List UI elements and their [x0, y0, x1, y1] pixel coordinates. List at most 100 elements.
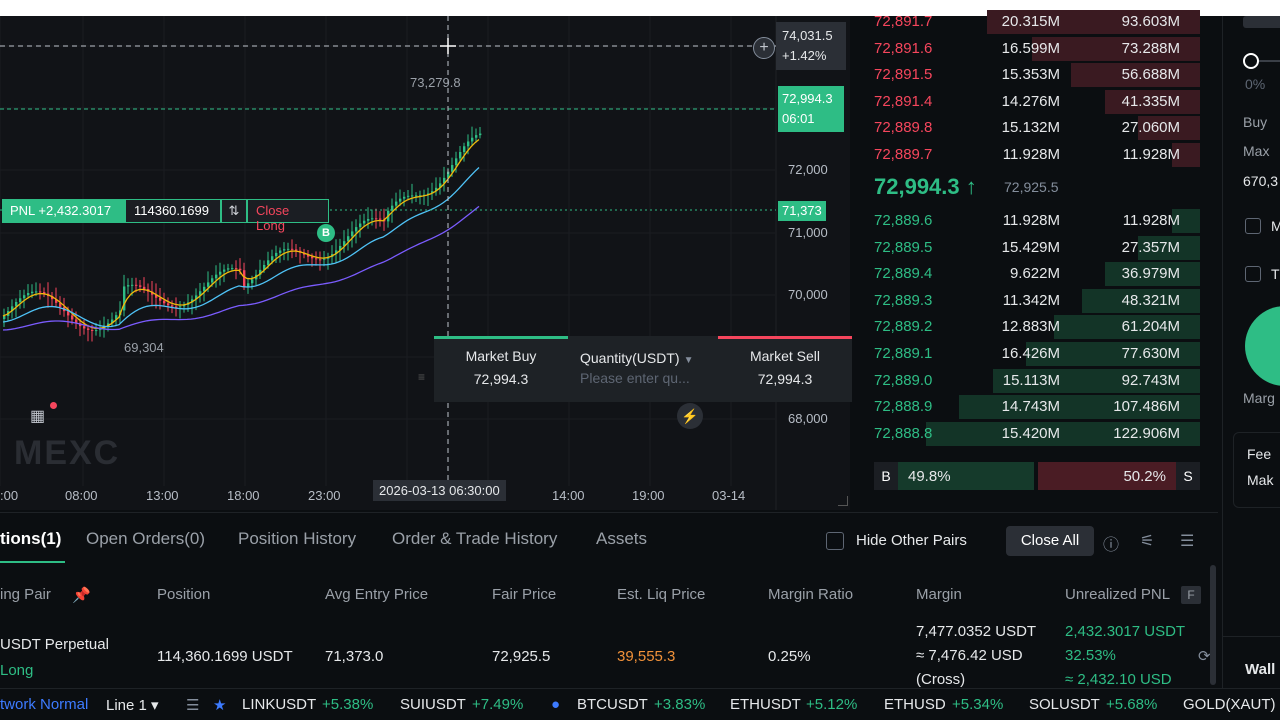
candle-body [315, 258, 318, 260]
bid-total: 36.979M [1121, 265, 1180, 283]
candle-body [183, 304, 186, 307]
reverse-arrows-icon[interactable]: ⇅ [221, 199, 247, 223]
drag-handle-icon[interactable]: ≡ [418, 370, 426, 384]
bid-row[interactable]: 72,888.8 15.420M 122.906M [852, 421, 1200, 447]
tab-assets[interactable]: Assets [596, 529, 648, 548]
open-long-button[interactable] [1245, 306, 1280, 386]
star-icon[interactable]: ★ [213, 697, 227, 714]
checkbox[interactable] [1245, 266, 1261, 282]
price-tick: 71,000 [788, 225, 828, 240]
candle-body [307, 254, 310, 257]
quantity-input[interactable] [580, 370, 708, 386]
ask-row[interactable]: 72,891.6 16.599M 73.288M [852, 36, 1200, 62]
hide-other-pairs-label[interactable]: Hide Other Pairs [856, 532, 967, 549]
ticker-symbol[interactable]: SOLUSDT [1029, 696, 1100, 713]
positions-panel: tions(1) Open Orders(0) Position History… [0, 512, 1218, 688]
candlestick-plot[interactable] [0, 16, 850, 510]
market-buy-button[interactable]: Market Buy 72,994.3 [434, 336, 568, 402]
network-status[interactable]: twork Normal [0, 696, 89, 713]
price-tick: 68,000 [788, 411, 828, 426]
close-all-button[interactable]: Close All [1006, 526, 1094, 556]
scrollbar[interactable] [1210, 565, 1216, 685]
candle-body [215, 274, 218, 279]
tab-order-trade-history[interactable]: Order & Trade History [392, 529, 558, 548]
order-book-fair-price: 72,925.5 [1004, 179, 1059, 195]
last-price: 72,994.3 [782, 91, 833, 106]
candle-body [3, 316, 6, 319]
ticker-symbol[interactable]: LINKUSDT [242, 696, 317, 713]
ask-depth-bar [1104, 89, 1200, 114]
menu-icon[interactable]: ☰ [1180, 533, 1195, 550]
add-order-icon[interactable]: + [753, 37, 775, 59]
pair-name[interactable]: USDT Perpetual [0, 636, 109, 653]
info-icon[interactable]: ⓘ [1103, 537, 1120, 554]
avg-entry-price: 71,373.0 [325, 648, 384, 665]
time-tick: 18:00 [227, 488, 260, 503]
bid-row[interactable]: 72,889.3 11.342M 48.321M [852, 288, 1200, 314]
ask-row[interactable]: 72,891.4 14.276M 41.335M [852, 89, 1200, 115]
pnl-usd: ≈ 2,432.10 USD [1065, 671, 1172, 688]
ask-amount: 16.599M [1001, 39, 1060, 57]
checkbox[interactable] [1245, 218, 1261, 234]
close-long-button[interactable]: Close Long [247, 199, 329, 233]
ticker-symbol[interactable]: ETHUSD [884, 696, 946, 713]
candle-body [351, 231, 354, 237]
margin-mode[interactable]: (Cross) [916, 671, 966, 688]
candle-body [415, 195, 418, 197]
order-book-last-price[interactable]: 72,994.3 ↑ [874, 174, 977, 199]
candle-body [459, 151, 462, 159]
bid-row[interactable]: 72,889.6 11.928M 11.928M [852, 208, 1200, 234]
quantity-unit-select[interactable]: Quantity(USDT) [580, 350, 680, 366]
candle-body [343, 241, 346, 246]
candle-body [83, 326, 86, 329]
resize-handle[interactable] [838, 496, 848, 506]
chevron-down-icon[interactable]: ▼ [683, 355, 694, 366]
pnl-filter-badge[interactable]: F [1181, 586, 1201, 604]
settings-sliders-icon[interactable]: ⚟ [1140, 533, 1155, 550]
tab-open-orders[interactable]: Open Orders(0) [86, 529, 206, 548]
candle-body [355, 227, 358, 232]
leverage-slider-track[interactable] [1259, 60, 1280, 62]
bid-row[interactable]: 72,889.4 9.622M 36.979M [852, 261, 1200, 287]
margin-label: Marg [1243, 390, 1275, 406]
buy-ratio-tag: B [874, 462, 898, 490]
bid-amount: 14.743M [1001, 398, 1060, 416]
candle-body [247, 283, 250, 287]
share-icon[interactable]: ⟳ [1198, 648, 1211, 665]
ticker-symbol[interactable]: GOLD(XAUT) [1183, 696, 1276, 713]
bid-row[interactable]: 72,889.1 16.426M 77.630M [852, 341, 1200, 367]
bid-row[interactable]: 72,889.0 15.113M 92.743M [852, 368, 1200, 394]
candle-body [27, 293, 30, 296]
ask-row[interactable]: 72,891.5 15.353M 56.688M [852, 62, 1200, 88]
ask-row[interactable]: 72,891.7 20.315M 93.603M [852, 9, 1200, 35]
candle-body [455, 158, 458, 166]
hide-other-pairs-checkbox[interactable] [826, 532, 844, 550]
ask-row[interactable]: 72,889.7 11.928M 11.928M [852, 142, 1200, 168]
bid-row[interactable]: 72,889.2 12.883M 61.204M [852, 314, 1200, 340]
candle-body [391, 205, 394, 211]
market-sell-button[interactable]: Market Sell 72,994.3 [718, 336, 852, 402]
line-select[interactable]: Line 1 ▾ [106, 697, 159, 714]
pin-icon[interactable]: 📌 [72, 587, 91, 604]
bid-row[interactable]: 72,888.9 14.743M 107.486M [852, 394, 1200, 420]
ask-depth-bar [1071, 63, 1200, 88]
ask-total: 11.928M [1122, 146, 1180, 163]
leverage-slider-knob[interactable] [1243, 53, 1259, 69]
ask-amount: 15.353M [1001, 66, 1060, 84]
panel-tab[interactable] [1243, 16, 1280, 28]
calendar-icon[interactable]: ▦ [30, 408, 46, 425]
lightning-icon[interactable]: ⚡ [677, 403, 703, 429]
bid-row[interactable]: 72,889.5 15.429M 27.357M [852, 235, 1200, 261]
list-icon[interactable]: ☰ [186, 697, 200, 714]
ticker-symbol[interactable]: BTCUSDT [577, 696, 648, 713]
ticker-symbol[interactable]: SUIUSDT [400, 696, 466, 713]
price-chart[interactable]: 72,000 71,000 70,000 68,000 :00 08:00 13… [0, 16, 850, 510]
ticker-symbol[interactable]: ETHUSDT [730, 696, 801, 713]
position-line-label[interactable]: PNL +2,432.3017 114360.1699 ⇅ Close Long [2, 199, 329, 233]
liq-price: 39,555.3 [617, 648, 676, 665]
bid-price: 72,889.5 [874, 238, 933, 256]
ask-row[interactable]: 72,889.8 15.132M 27.060M [852, 115, 1200, 141]
bid-depth-bar [1172, 209, 1200, 233]
tab-position-history[interactable]: Position History [238, 529, 357, 548]
tab-positions[interactable]: tions(1) [0, 529, 62, 548]
